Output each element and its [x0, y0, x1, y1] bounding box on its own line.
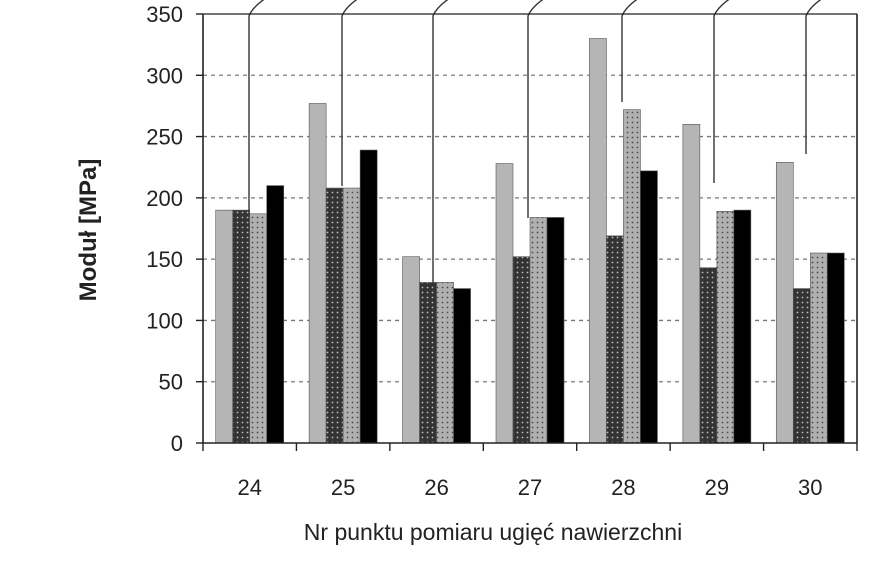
bars	[215, 38, 845, 444]
callout-line-28	[621, 0, 638, 102]
x-tick-label-28: 28	[611, 475, 635, 500]
bar-28-s1	[589, 38, 607, 444]
x-tick-label-24: 24	[237, 475, 261, 500]
callout-line-24	[248, 0, 265, 212]
bar-27-s1	[495, 163, 514, 444]
bar-29-s4	[733, 209, 752, 444]
x-tick-labels: 24 25 26 27 28 29 30	[202, 443, 858, 500]
bar-29-s1	[682, 124, 701, 444]
bar-27-s4	[546, 217, 565, 444]
bar-25-s2	[325, 187, 344, 444]
x-tick-label-26: 26	[424, 475, 448, 500]
bar-25-s4	[359, 149, 378, 444]
y-tick-label: 0	[171, 431, 183, 456]
bar-28-s2	[606, 235, 624, 444]
bar-28-s3	[623, 109, 641, 444]
bar-28-s4	[640, 170, 658, 444]
bar-29-s2	[699, 267, 718, 444]
bar-30-s1	[775, 162, 794, 444]
bar-27-s2	[512, 256, 531, 444]
y-axis-title: Moduł [MPa]	[75, 159, 102, 302]
bar-26-s3	[436, 282, 454, 444]
callout-lines	[248, 0, 822, 284]
x-tick-label-27: 27	[518, 475, 542, 500]
callout-line-26	[432, 0, 449, 284]
y-tick-label: 350	[146, 2, 183, 27]
bar-29-s3	[716, 211, 735, 444]
bar-25-s1	[308, 103, 327, 444]
x-tick-label-30: 30	[798, 475, 822, 500]
y-tick-label: 50	[159, 370, 183, 395]
axes	[202, 13, 858, 444]
x-axis-title: Nr punktu pomiaru ugięć nawierzchni	[304, 519, 682, 545]
y-tick-labels: 0 50 100 150 200 250 300 350	[146, 2, 203, 456]
callout-line-27	[527, 0, 544, 218]
bar-30-s2	[792, 288, 811, 444]
y-tick-label: 150	[146, 247, 183, 272]
bar-24-s2	[232, 209, 251, 444]
callout-line-29	[713, 0, 730, 183]
callout-line-25	[341, 0, 358, 186]
y-tick-label: 300	[146, 63, 183, 88]
y-tick-label: 250	[146, 125, 183, 150]
callout-line-30	[805, 0, 822, 154]
y-tick-label: 200	[146, 186, 183, 211]
x-tick-label-29: 29	[705, 475, 729, 500]
bar-27-s3	[529, 217, 548, 444]
y-tick-label: 100	[146, 308, 183, 333]
bar-30-s4	[826, 252, 845, 444]
bar-24-s1	[215, 209, 234, 444]
bar-30-s3	[809, 252, 828, 444]
bar-24-s3	[249, 213, 268, 444]
bar-26-s4	[453, 288, 471, 444]
bar-25-s3	[342, 187, 361, 444]
bar-26-s2	[419, 282, 437, 444]
bar-26-s1	[402, 256, 420, 444]
x-tick-label-25: 25	[331, 475, 355, 500]
bar-24-s4	[266, 185, 285, 444]
